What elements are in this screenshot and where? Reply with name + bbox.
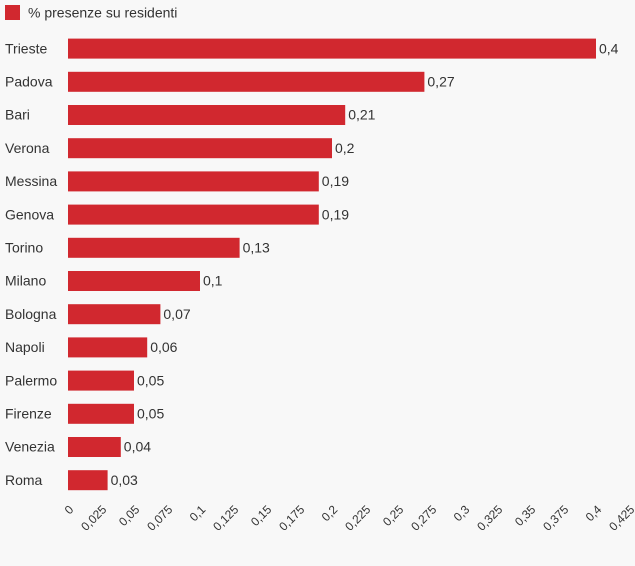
x-tick-label: 0 [62,502,77,517]
y-tick-label: Messina [5,173,57,189]
x-tick-label: 0,4 [583,502,605,524]
x-tick-label: 0,25 [380,502,407,529]
bar [68,171,319,192]
bar [68,38,596,59]
y-tick-label: Venezia [5,439,55,455]
x-tick-label: 0,1 [187,502,209,524]
bar [68,337,148,358]
x-tick-label: 0,05 [116,502,143,529]
x-tick-label: 0,425 [606,502,635,533]
value-label: 0,06 [150,339,177,355]
value-label: 0,27 [427,74,454,90]
y-tick-label: Padova [5,74,53,90]
y-tick-label: Napoli [5,339,45,355]
bar [68,271,200,291]
y-tick-label: Bologna [5,306,57,322]
y-tick-label: Bari [5,107,30,123]
bar [68,304,161,325]
value-label: 0,21 [348,107,375,123]
value-label: 0,05 [137,406,164,422]
bar [68,370,134,391]
x-tick-label: 0,2 [319,502,341,524]
value-label: 0,2 [335,140,355,156]
x-tick-label: 0,275 [408,502,439,533]
y-tick-label: Verona [5,140,50,156]
value-label: 0,13 [243,240,270,256]
bar [68,437,121,457]
legend-label: % presenze su residenti [28,5,177,21]
x-tick-label: 0,125 [210,502,241,533]
value-label: 0,1 [203,273,223,289]
value-label: 0,19 [322,206,349,222]
x-tick-label: 0,375 [540,502,571,533]
bar [68,71,425,92]
x-tick-label: 0,175 [276,502,307,533]
y-tick-label: Milano [5,273,46,289]
x-tick-label: 0,325 [474,502,505,533]
legend-swatch [5,5,20,20]
bar [68,105,346,125]
x-tick-label: 0,025 [78,502,109,533]
bar [68,237,240,258]
bar [68,403,134,424]
value-label: 0,4 [599,40,619,56]
value-label: 0,19 [322,173,349,189]
y-tick-label: Roma [5,472,43,488]
y-tick-label: Genova [5,206,54,222]
x-tick-label: 0,225 [342,502,373,533]
value-label: 0,07 [163,306,190,322]
bar [68,470,108,491]
y-tick-label: Firenze [5,406,52,422]
value-label: 0,04 [124,439,151,455]
x-tick-label: 0,3 [451,502,473,524]
bar [68,138,332,159]
y-tick-label: Palermo [5,372,57,388]
x-tick-label: 0,35 [512,502,539,529]
y-tick-label: Trieste [5,40,47,56]
y-tick-label: Torino [5,240,43,256]
x-tick-label: 0,075 [144,502,175,533]
x-tick-label: 0,15 [248,502,275,529]
value-label: 0,05 [137,372,164,388]
bar [68,204,319,225]
value-label: 0,03 [111,472,138,488]
